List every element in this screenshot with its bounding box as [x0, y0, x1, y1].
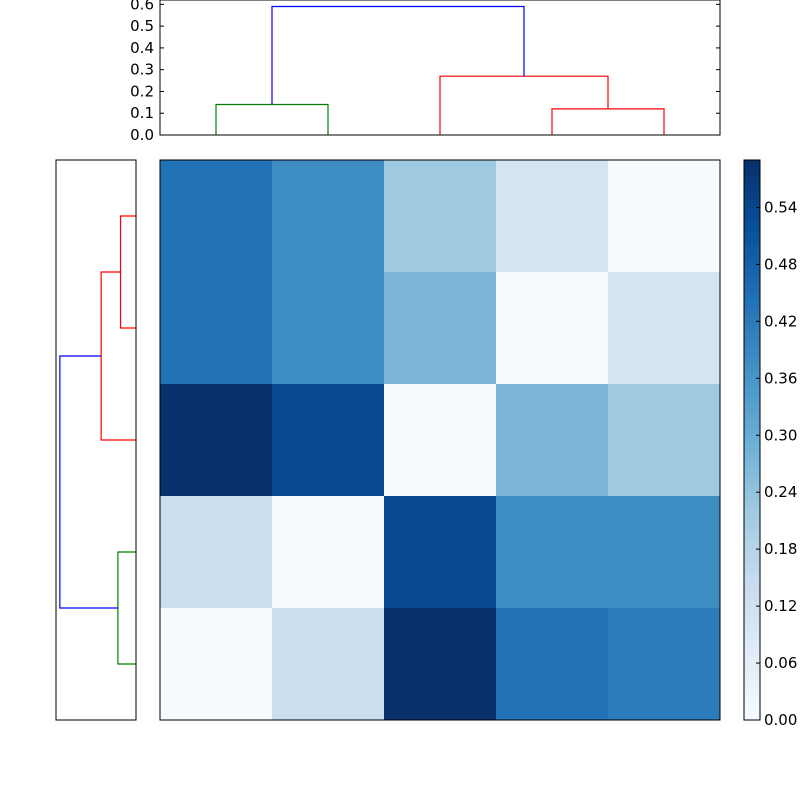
y-tick-label: 0.4 — [130, 39, 154, 57]
heatmap-frame — [159, 159, 721, 721]
colorbar-tick-label: 0.36 — [764, 369, 797, 387]
heatmap-cell — [160, 160, 273, 273]
dendrogram-link — [59, 355, 118, 609]
heatmap-cell — [496, 608, 609, 721]
heatmap-cell — [608, 160, 721, 273]
heatmap-cell — [160, 384, 273, 497]
heatmap-cell — [608, 272, 721, 385]
heatmap-cell — [160, 496, 273, 609]
heatmap-cell — [160, 272, 273, 385]
y-tick-label: 0.0 — [130, 126, 154, 144]
left-dendrogram-frame — [55, 159, 137, 721]
colorbar-tick-label: 0.54 — [764, 198, 797, 216]
dendrogram-link — [271, 5, 525, 105]
heatmap-cell — [160, 608, 273, 721]
heatmap-cell — [272, 608, 385, 721]
colorbar-tick-label: 0.42 — [764, 312, 797, 330]
top-dendrogram-frame — [159, 0, 721, 136]
colorbar: 0.00 0.06 0.12 0.18 0.24 0.30 0.36 0.42 0.48 0.54 — [743, 159, 797, 729]
colorbar-tick-label: 0.00 — [764, 711, 797, 729]
y-tick-label: 0.6 — [130, 0, 154, 13]
heatmap-cell — [496, 384, 609, 497]
colorbar-tick-label: 0.12 — [764, 597, 797, 615]
y-tick-label: 0.1 — [130, 104, 154, 122]
dendrogram-link — [551, 108, 665, 135]
left-dendrogram — [55, 159, 137, 721]
colorbar-tick-label: 0.48 — [764, 255, 797, 273]
heatmap-cell — [272, 272, 385, 385]
heatmap-cell — [496, 496, 609, 609]
heatmap-cell — [384, 160, 497, 273]
heatmap-cell — [384, 272, 497, 385]
y-tick-label: 0.2 — [130, 82, 154, 100]
heatmap-cell — [384, 384, 497, 497]
dendrogram-link — [439, 75, 609, 135]
heatmap-cell — [272, 160, 385, 273]
heatmap-cell — [384, 608, 497, 721]
heatmap-cell — [608, 496, 721, 609]
heatmap-cell — [496, 272, 609, 385]
heatmap-cell — [496, 160, 609, 273]
colorbar-tick-label: 0.06 — [764, 654, 797, 672]
heatmap-cell — [272, 496, 385, 609]
y-tick-label: 0.3 — [130, 61, 154, 79]
heatmap-cell — [384, 496, 497, 609]
y-tick-label: 0.5 — [130, 17, 154, 35]
heatmap-cell — [608, 608, 721, 721]
heatmap-cell — [608, 384, 721, 497]
heatmap — [159, 159, 721, 721]
colorbar-tick-label: 0.18 — [764, 540, 797, 558]
colorbar-tick-label: 0.24 — [764, 483, 797, 501]
top-dendrogram: 0.0 0.1 0.2 0.3 0.4 0.5 0.6 — [130, 0, 721, 144]
colorbar-tick-label: 0.30 — [764, 426, 797, 444]
heatmap-cell — [272, 384, 385, 497]
colorbar-bar — [743, 159, 761, 721]
